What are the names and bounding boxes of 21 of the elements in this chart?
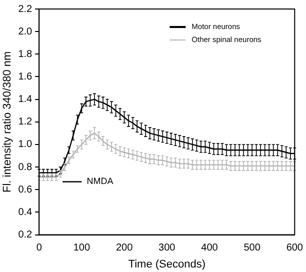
y-tick-label: 0.8	[18, 162, 33, 173]
y-tick-label: 1.4	[18, 94, 33, 106]
y-tick-label: 0.2	[18, 230, 33, 241]
y-tick-label: 1.8	[18, 48, 33, 60]
y-tick-label: 1.2	[18, 116, 33, 128]
x-tick-label: 300	[158, 242, 176, 254]
x-tick-label: 400	[201, 242, 218, 254]
y-tick-label: 1.0	[18, 139, 33, 150]
y-tick-label: 2.2	[18, 4, 33, 15]
x-tick-label: 600	[286, 242, 304, 254]
y-tick-label: 0.6	[18, 184, 33, 196]
y-tick-label: 2.0	[18, 26, 33, 38]
y-tick-label: 0.4	[18, 206, 33, 218]
x-axis-title: Time (Seconds)	[128, 258, 206, 270]
x-tick-label: 500	[244, 242, 261, 254]
y-axis-title: Fl. intensity ratio 340/380 nm	[2, 51, 14, 193]
series-label: NMDA	[86, 176, 114, 186]
x-tick-label: 100	[73, 242, 90, 254]
y-tick-label: 1.6	[18, 71, 33, 82]
x-tick-label: 0	[36, 242, 42, 254]
x-tick-label: 200	[116, 242, 134, 254]
